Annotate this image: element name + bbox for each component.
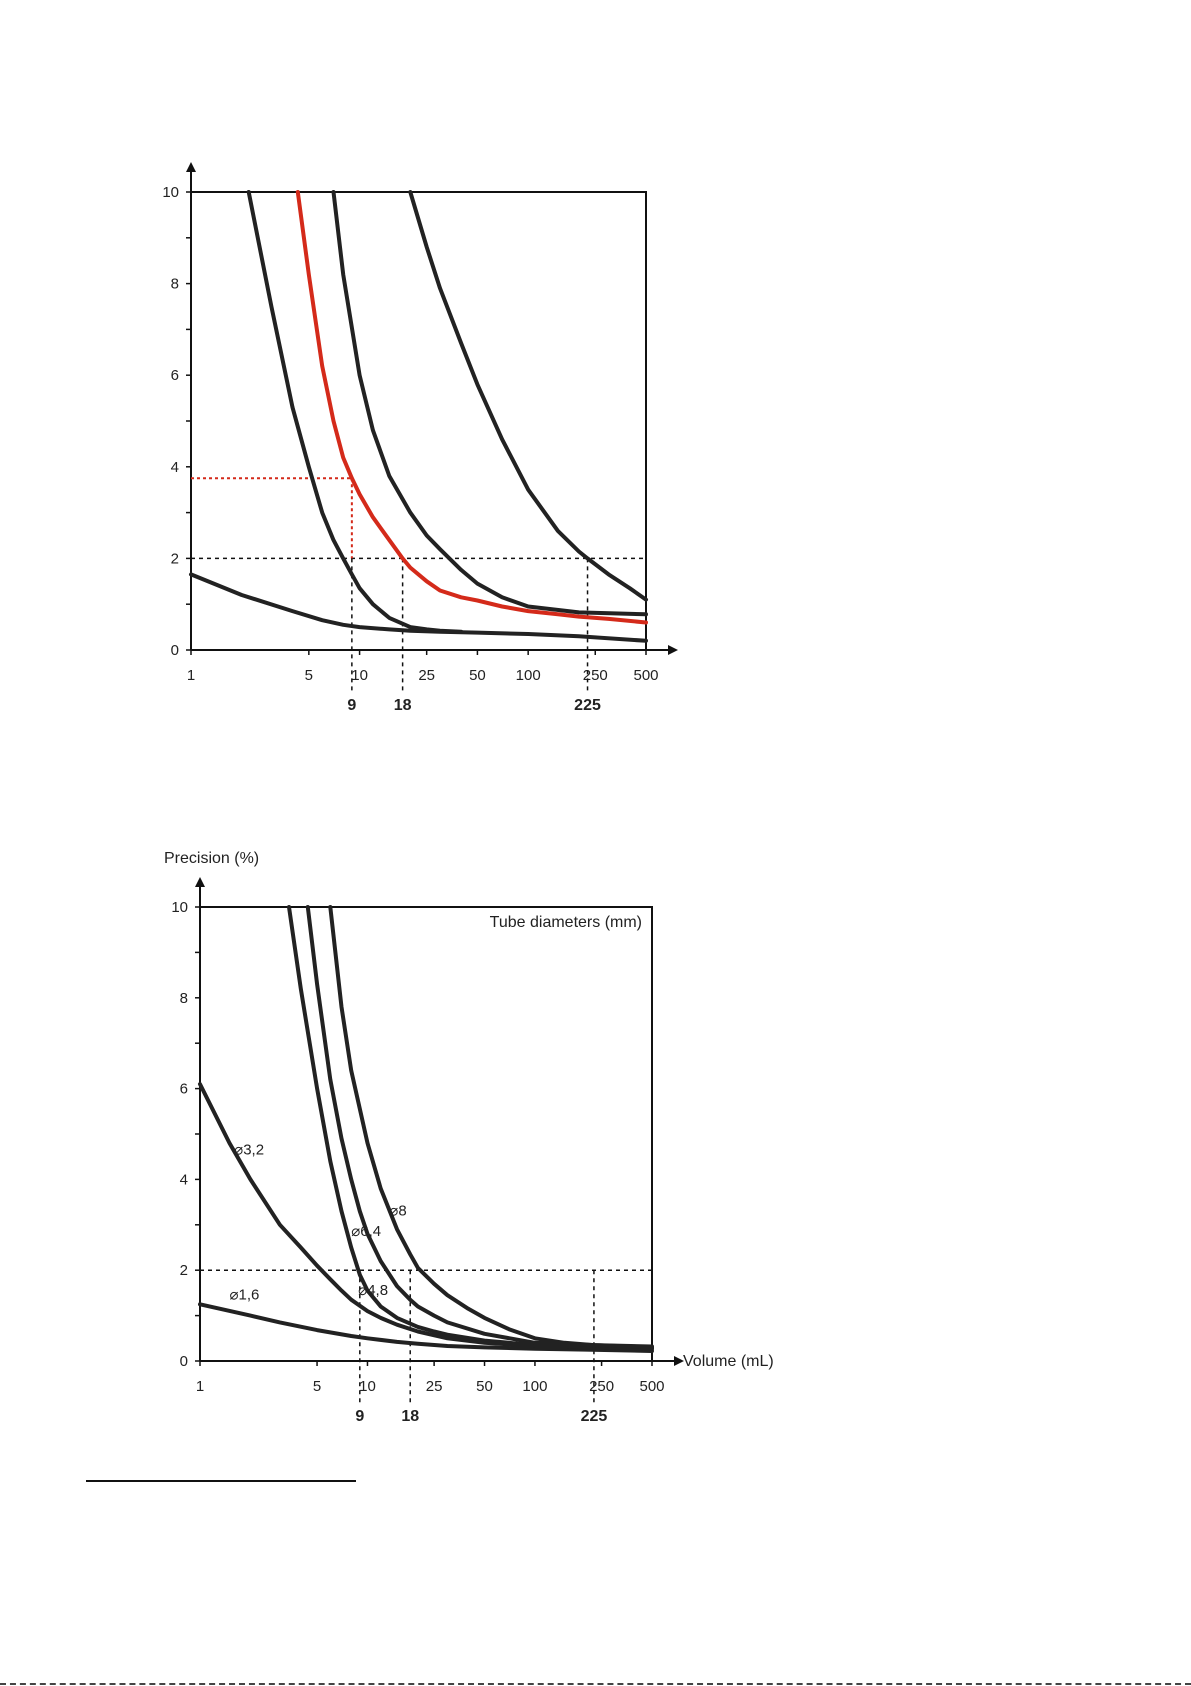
series-label: ⌀8 xyxy=(389,1203,406,1220)
chart1-y-tick-label: 0 xyxy=(171,642,179,659)
chart2-x-tick-label: 100 xyxy=(522,1378,547,1395)
chart2-x-tick-label: 50 xyxy=(476,1378,493,1395)
chart1-series-line-5 xyxy=(408,190,648,602)
chart1-y-tick-label: 2 xyxy=(171,550,179,567)
chart1-y-tick-label: 8 xyxy=(171,276,179,293)
chart2-y-tick-label: 4 xyxy=(180,1171,188,1188)
chart1-x-tick-label: 250 xyxy=(583,667,608,684)
chart2-y-tick-label: 10 xyxy=(171,899,188,916)
chart2-series-line-5 xyxy=(328,905,654,1349)
chart2-series-line-4 xyxy=(305,905,654,1350)
chart1-y-tick-label: 4 xyxy=(171,459,179,476)
y-axis-label: Precision (%) xyxy=(164,850,259,867)
chart2-x-axis-arrow-icon xyxy=(674,1356,684,1366)
chart1-x-tick-label: 10 xyxy=(351,667,368,684)
chart2-y-tick-label: 8 xyxy=(180,990,188,1007)
chart2-y-axis-arrow-icon xyxy=(195,877,205,887)
footnote-rule xyxy=(86,1480,356,1482)
chart1-plot-frame xyxy=(191,191,647,650)
chart1-series-line-1 xyxy=(189,572,648,643)
chart2-x-tick-label: 25 xyxy=(426,1378,443,1395)
chart1-x-tick-label: 1 xyxy=(187,667,195,684)
chart2-x-tick-label: 5 xyxy=(313,1378,321,1395)
chart2-plot-frame xyxy=(200,906,653,1361)
series-label: ⌀3,2 xyxy=(234,1141,264,1158)
legend-title: Tube diameters (mm) xyxy=(490,914,642,931)
chart1-y-axis-arrow-icon xyxy=(186,162,196,172)
chart2-y-tick-label: 6 xyxy=(180,1081,188,1098)
chart-1: 0 2 4 6 8 10 1 5 10 25 50 100 250 500 9 18 225 xyxy=(162,162,678,714)
chart2-y-tick-label: 2 xyxy=(180,1262,188,1279)
chart1-y-tick-label: 6 xyxy=(171,367,179,384)
series-label: ⌀6,4 xyxy=(351,1223,381,1240)
chart2-series-line-1 xyxy=(198,1302,654,1353)
chart2-x-tick-label: 10 xyxy=(359,1378,376,1395)
chart1-y-tick-label: 10 xyxy=(162,184,179,201)
chart2-x-tick-label: 250 xyxy=(589,1378,614,1395)
chart1-series-line-4 xyxy=(331,190,648,617)
chart2-marker-label-x: 225 xyxy=(581,1408,608,1425)
chart2-x-tick-label: 1 xyxy=(196,1378,204,1395)
chart2-series-line-3 xyxy=(287,905,654,1351)
x-axis-label: Volume (mL) xyxy=(683,1353,774,1370)
chart1-x-tick-label: 500 xyxy=(633,667,658,684)
chart1-x-axis-arrow-icon xyxy=(668,645,678,655)
chart2-marker-label-x: 9 xyxy=(355,1408,364,1425)
chart2-marker-label-x: 18 xyxy=(401,1408,419,1425)
page-bottom-rule xyxy=(0,1683,1191,1686)
chart-2: 0 2 4 6 8 10 1 5 10 25 50 100 250 500 9 18 225 Precision … xyxy=(164,850,774,1425)
chart1-x-tick-label: 50 xyxy=(469,667,486,684)
chart2-series-line-2 xyxy=(198,1082,654,1351)
chart1-marker-label-x: 225 xyxy=(574,697,601,714)
chart1-x-tick-label: 5 xyxy=(305,667,313,684)
chart2-y-tick-label: 0 xyxy=(180,1353,188,1370)
series-label: ⌀4,8 xyxy=(358,1282,388,1299)
chart2-x-tick-label: 500 xyxy=(639,1378,664,1395)
chart1-series-line-3 xyxy=(295,190,648,625)
chart1-marker-label-x: 18 xyxy=(394,697,412,714)
chart1-series-line-2 xyxy=(246,190,464,634)
chart1-x-tick-label: 25 xyxy=(418,667,435,684)
chart1-x-tick-label: 100 xyxy=(516,667,541,684)
chart1-marker-label-x: 9 xyxy=(347,697,356,714)
series-label: ⌀1,6 xyxy=(229,1287,259,1304)
